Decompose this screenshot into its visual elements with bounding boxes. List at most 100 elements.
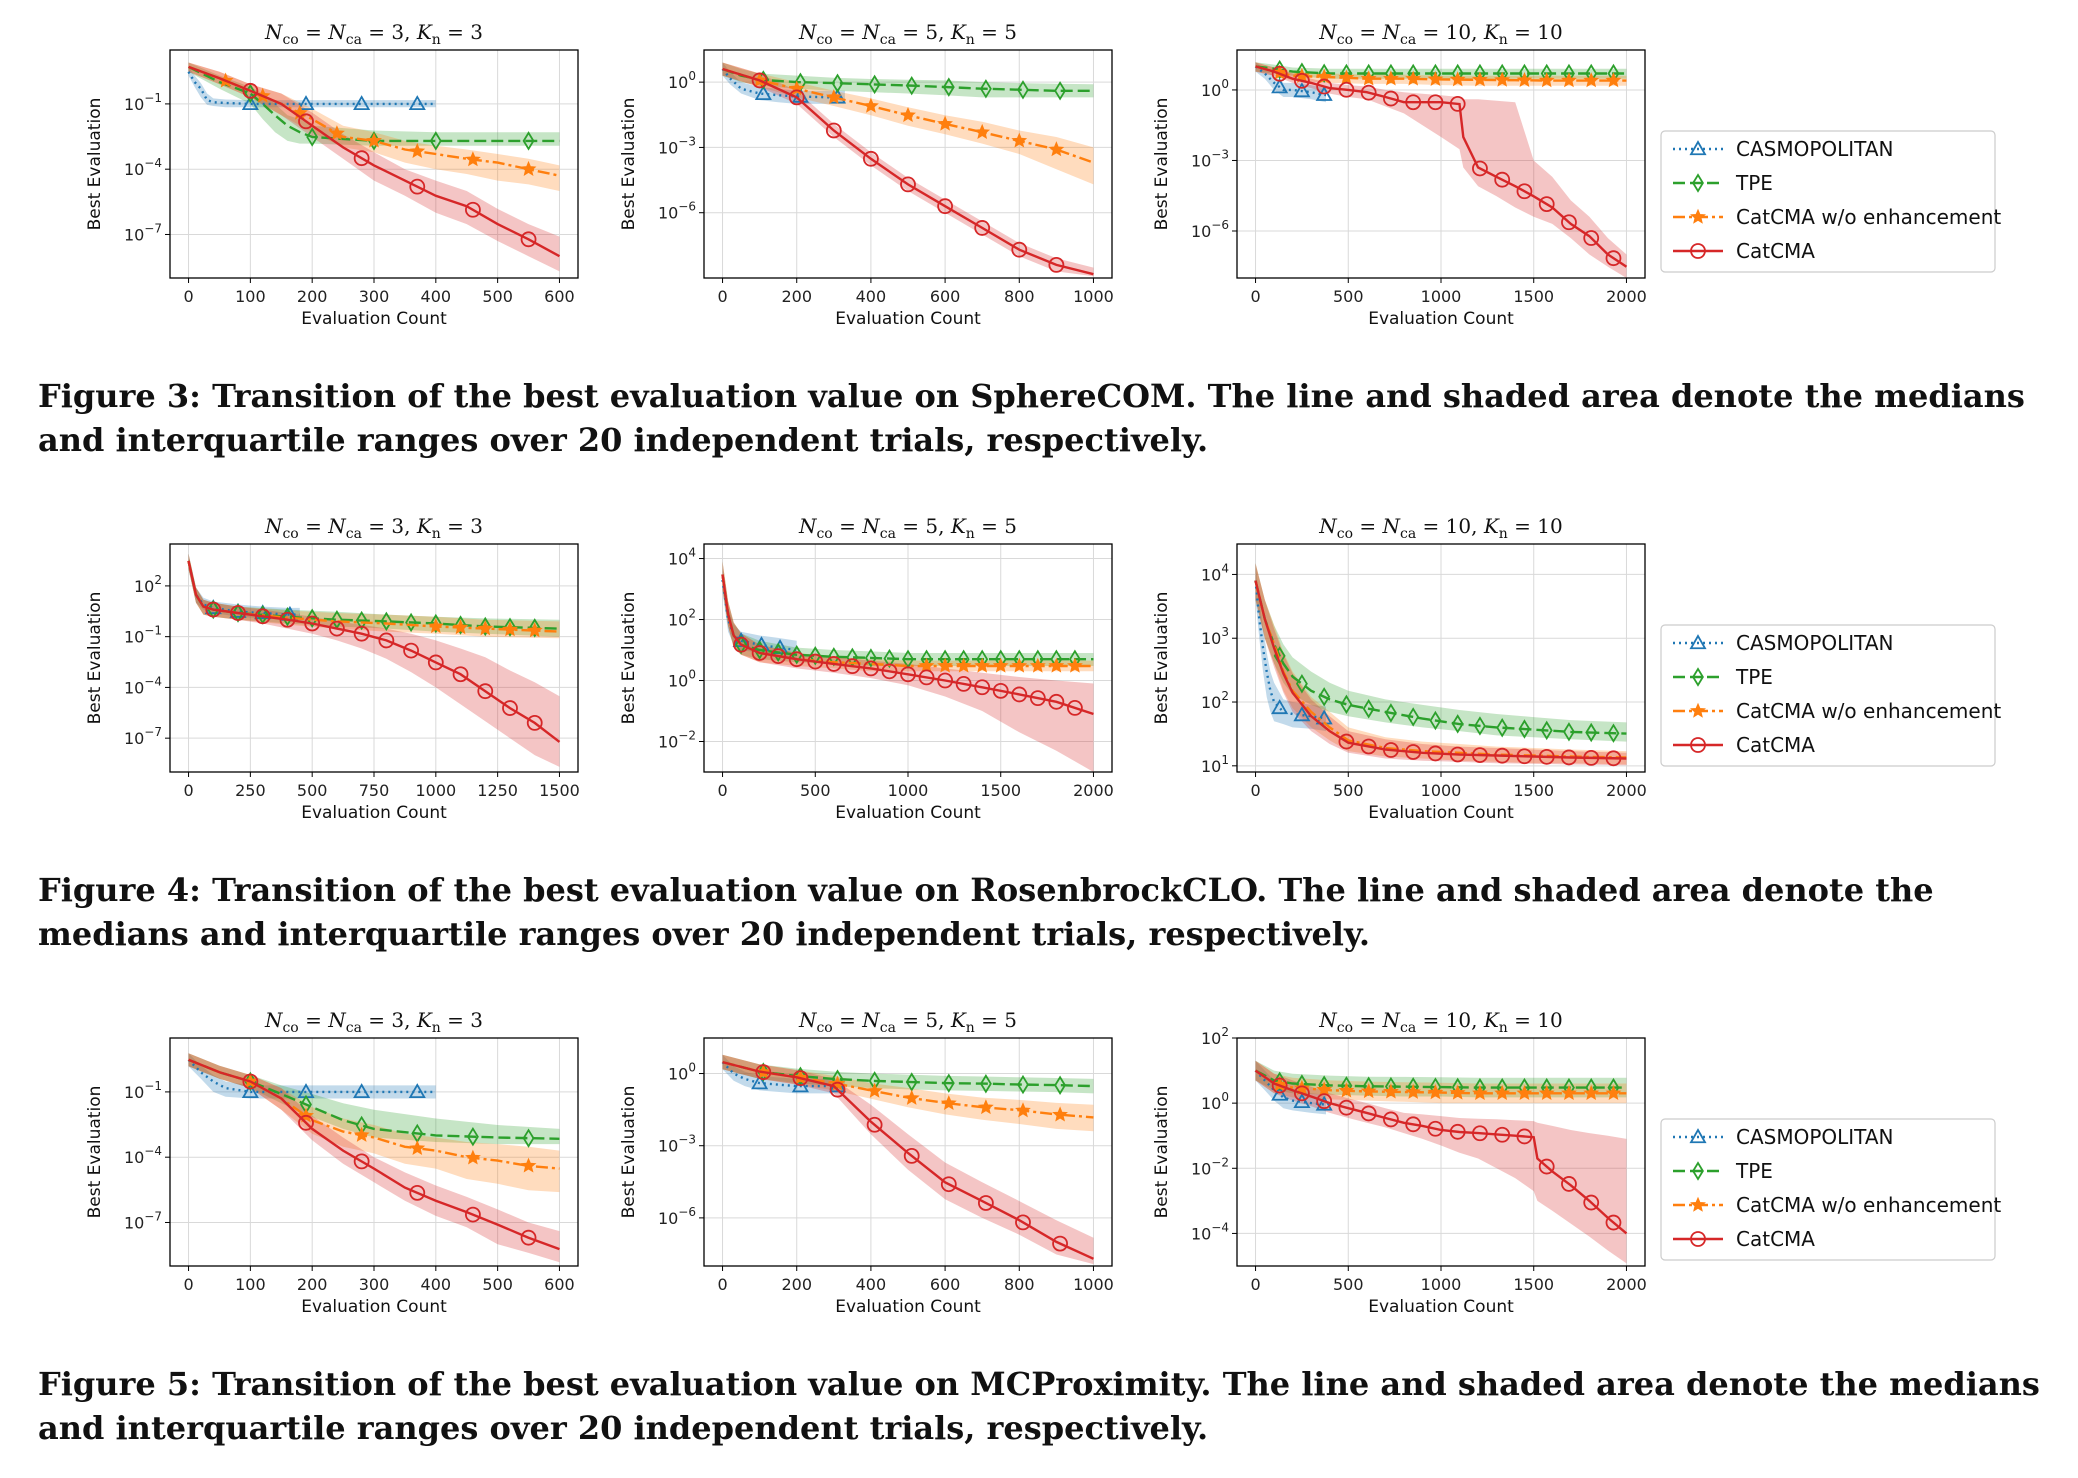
data-marker — [306, 127, 319, 147]
median-line — [188, 1058, 560, 1170]
data-marker — [1494, 171, 1511, 188]
data-marker — [1427, 94, 1444, 111]
y-tick-label: 100 — [1201, 77, 1229, 100]
data-marker — [465, 1149, 481, 1165]
x-tick-label: 1000 — [1073, 287, 1114, 306]
data-marker — [1540, 720, 1553, 741]
y-tick-label: 10−6 — [658, 200, 696, 223]
data-marker — [883, 648, 896, 669]
data-marker — [526, 622, 543, 638]
plot-area — [721, 1054, 1094, 1265]
x-axis-label: Evaluation Count — [301, 803, 447, 823]
data-marker — [1271, 65, 1288, 82]
plot-area — [187, 553, 561, 767]
data-marker — [1048, 693, 1065, 710]
data-marker — [900, 666, 916, 683]
data-marker — [755, 1064, 772, 1081]
data-marker — [829, 1081, 846, 1098]
data-marker — [409, 142, 426, 159]
legend-1: CASMOPOLITAN TPE CatCMA w/o enhancement Cat… — [1660, 130, 2001, 273]
data-marker — [937, 657, 953, 673]
x-tick-label: 800 — [1004, 1275, 1035, 1294]
legend-label: TPE — [1735, 171, 1773, 195]
data-marker — [1383, 1083, 1399, 1099]
y-tick-label: 100 — [668, 1061, 696, 1084]
data-marker — [504, 617, 516, 637]
data-marker — [405, 612, 418, 633]
data-marker — [1494, 747, 1511, 764]
data-marker — [1585, 722, 1598, 743]
y-tick-label: 10−3 — [1191, 147, 1229, 170]
x-tick-label: 1000 — [415, 781, 456, 800]
data-marker — [522, 1128, 535, 1148]
legend-marker — [1689, 1128, 1707, 1144]
data-marker — [1294, 1085, 1310, 1102]
data-marker — [918, 657, 935, 673]
data-marker — [1472, 1125, 1488, 1142]
legend-marker — [1690, 702, 1706, 718]
data-marker — [1405, 70, 1422, 86]
data-marker — [1383, 1111, 1399, 1128]
y-tick-label: 10−2 — [1191, 1155, 1229, 1178]
y-tick-label: 102 — [1201, 689, 1229, 712]
x-axis-label: Evaluation Count — [835, 1297, 981, 1317]
data-marker — [1516, 183, 1533, 200]
x-tick-label: 600 — [544, 1275, 575, 1294]
legend-marker — [1690, 737, 1706, 753]
data-marker — [1583, 1194, 1600, 1211]
legend-label: CASMOPOLITAN — [1736, 1125, 1894, 1149]
y-axis-label: Best Evaluation — [1152, 1086, 1172, 1219]
data-marker — [1017, 1074, 1029, 1095]
legend-marker — [1690, 1196, 1706, 1212]
data-marker — [479, 616, 492, 637]
data-marker — [244, 83, 257, 104]
iqr-band — [188, 553, 560, 767]
median-line — [722, 1060, 1094, 1088]
data-marker — [1561, 1176, 1577, 1192]
x-axis-label: Evaluation Count — [835, 803, 981, 823]
x-tick-label: 200 — [297, 287, 328, 306]
data-marker — [1607, 723, 1620, 743]
median-line — [188, 1058, 560, 1251]
x-tick-label: 0 — [717, 781, 727, 800]
y-tick-label: 10−3 — [658, 134, 696, 157]
iqr-band — [188, 62, 560, 146]
data-marker — [1496, 718, 1509, 738]
x-tick-label: 0 — [1250, 781, 1260, 800]
data-marker — [1494, 1085, 1511, 1101]
data-marker — [452, 619, 469, 635]
data-marker — [1472, 71, 1488, 87]
data-marker — [465, 1206, 481, 1223]
data-marker — [242, 1073, 259, 1090]
x-tick-label: 1000 — [888, 781, 929, 800]
data-marker — [477, 620, 494, 636]
x-tick-label: 0 — [183, 287, 193, 306]
data-marker — [403, 642, 419, 659]
x-tick-label: 1000 — [1073, 1275, 1114, 1294]
data-marker — [528, 618, 541, 638]
legend-box — [1660, 624, 1996, 767]
y-axis-label: Best Evaluation — [619, 98, 639, 231]
data-marker — [241, 95, 259, 111]
x-axis-label: Evaluation Count — [1368, 1297, 1514, 1317]
x-tick-label: 500 — [297, 781, 328, 800]
data-marker — [937, 672, 953, 689]
data-marker — [955, 657, 972, 673]
data-marker — [844, 658, 861, 675]
x-tick-label: 1000 — [1421, 1275, 1462, 1294]
data-marker — [1015, 1214, 1031, 1231]
median-line — [1254, 1069, 1627, 1089]
x-tick-label: 2000 — [1073, 781, 1114, 800]
x-axis-label: Evaluation Count — [835, 309, 981, 329]
data-marker — [1561, 72, 1577, 88]
data-marker — [1011, 241, 1028, 258]
data-marker — [866, 1116, 883, 1133]
x-tick-label: 2000 — [1606, 781, 1647, 800]
data-marker — [788, 89, 805, 106]
data-marker — [1494, 71, 1511, 87]
median-line — [721, 579, 797, 652]
data-marker — [1011, 132, 1028, 148]
iqr-band — [722, 62, 1094, 277]
y-axis-label: Best Evaluation — [1152, 592, 1172, 725]
